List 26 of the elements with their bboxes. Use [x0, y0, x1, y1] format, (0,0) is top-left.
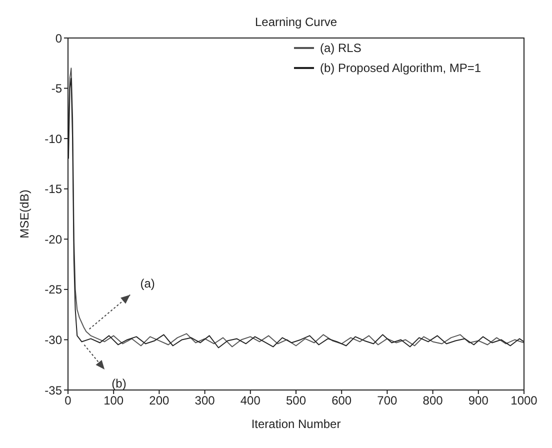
- x-tick-label: 300: [194, 394, 216, 408]
- y-tick-label: -15: [44, 182, 62, 196]
- x-tick-label: 200: [149, 394, 170, 408]
- annotation: (b): [112, 376, 126, 391]
- annotation: (a): [140, 276, 155, 291]
- x-tick-label: 1000: [510, 394, 538, 408]
- y-tick-label: -10: [44, 132, 62, 146]
- legend-label: (b) Proposed Algorithm, MP=1: [320, 61, 482, 75]
- y-tick-label: -25: [44, 282, 62, 297]
- x-tick-label: 600: [332, 394, 352, 408]
- x-tick-label: 700: [377, 394, 398, 408]
- y-tick-label: -35: [44, 383, 62, 398]
- y-tick-label: -30: [44, 332, 62, 347]
- y-tick-label: -5: [51, 82, 62, 96]
- chart-title: Learning Curve: [254, 15, 338, 29]
- y-tick-label: 0: [55, 31, 62, 46]
- x-tick-label: 900: [468, 394, 489, 408]
- legend-label: (a) RLS: [320, 41, 362, 55]
- y-axis-title: MSE(dB): [17, 190, 32, 238]
- x-tick-label: 0: [64, 394, 72, 408]
- x-tick-label: 100: [104, 394, 124, 408]
- x-tick-label: 800: [422, 394, 444, 408]
- y-tick-label: -20: [44, 232, 62, 246]
- x-tick-label: 500: [286, 394, 306, 408]
- x-tick-label: 400: [240, 394, 261, 408]
- x-axis-title: Iteration Number: [251, 417, 341, 431]
